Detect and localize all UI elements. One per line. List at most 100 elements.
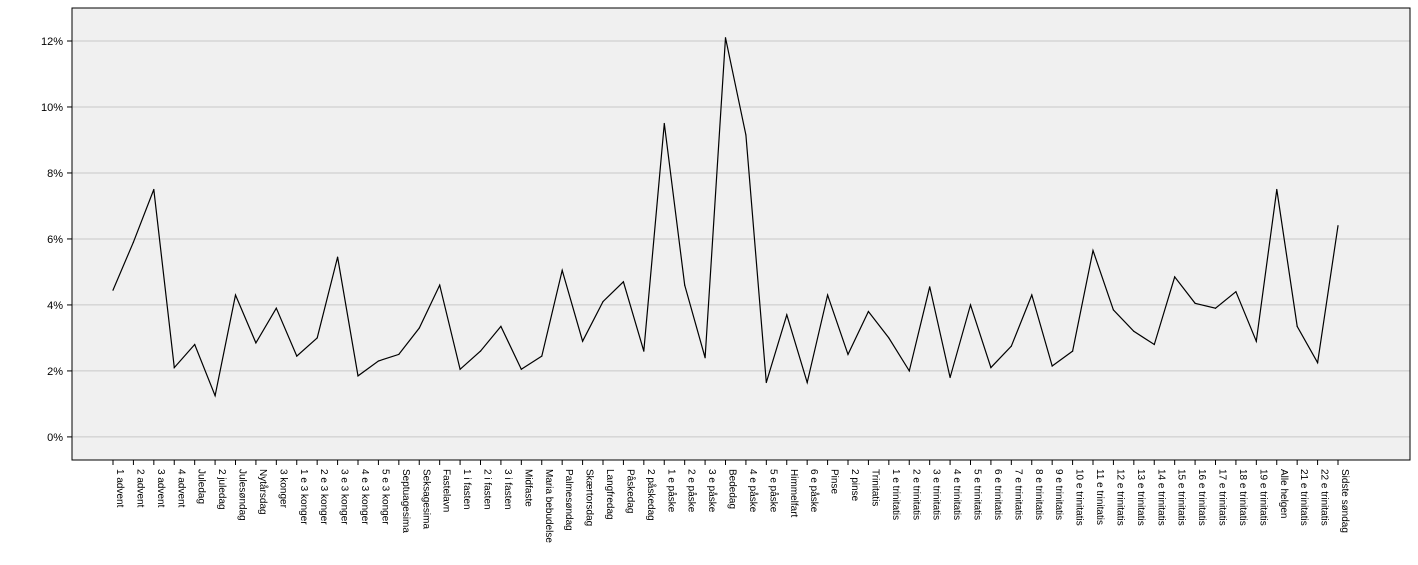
x-axis-ticks: 1 advent 2 advent 3 advent 4 advent Juledag 2… <box>112 460 1350 543</box>
y-tick-label: 2% <box>47 366 63 378</box>
data-point <box>1296 325 1298 327</box>
x-tick-label: Alle helgen <box>1278 469 1289 518</box>
x-tick-label: Palmesøndag <box>563 469 574 531</box>
x-tick-label: Langfredag <box>604 469 615 520</box>
data-point <box>398 353 400 356</box>
data-point <box>1010 345 1012 347</box>
data-point <box>1153 343 1155 346</box>
x-tick-label: 1 advent <box>114 469 125 508</box>
data-point <box>888 337 890 339</box>
data-point <box>908 370 910 372</box>
data-point <box>847 353 849 356</box>
data-point <box>806 381 808 384</box>
x-tick-label: Maria bebudelse <box>543 469 554 543</box>
x-tick-label: 2 e trinitatis <box>910 469 921 520</box>
data-point <box>1316 362 1319 364</box>
x-tick-label: 6 e påske <box>808 469 820 513</box>
data-point <box>153 188 155 191</box>
x-tick-label: 3 konger <box>277 469 288 509</box>
data-point <box>1092 249 1094 252</box>
x-tick-label: 4 e 3 konger <box>359 469 370 525</box>
y-tick-label: 0% <box>47 432 63 444</box>
x-tick-label: Pinse <box>829 469 840 494</box>
data-point <box>1255 340 1257 342</box>
data-point <box>786 314 788 316</box>
x-tick-label: 19 e trinitatis <box>1257 469 1268 526</box>
data-point <box>867 310 870 313</box>
data-point <box>765 381 767 384</box>
x-tick-label: 1 e påske <box>665 469 677 513</box>
x-tick-label: Påskedag <box>624 469 636 513</box>
x-tick-label: 6 e trinitatis <box>992 469 1003 520</box>
data-point <box>194 343 196 346</box>
x-tick-label: Juledag <box>196 469 207 504</box>
data-point <box>132 241 135 243</box>
x-tick-label: 3 e påske <box>706 469 718 513</box>
data-point <box>336 256 339 258</box>
x-tick-label: 7 e trinitatis <box>1012 469 1023 520</box>
x-tick-label: 9 e trinitatis <box>1053 469 1064 520</box>
x-tick-label: Nytårsdag <box>257 469 269 515</box>
grid-lines <box>72 40 1410 438</box>
x-tick-label: Julesøndag <box>237 469 248 521</box>
x-tick-label: 15 e trinitatis <box>1176 469 1187 526</box>
data-point <box>1051 365 1053 367</box>
x-tick-label: 1 i fasten <box>461 469 472 510</box>
plot-area <box>72 8 1410 460</box>
data-point <box>949 376 951 379</box>
y-tick-label: 12% <box>41 36 63 48</box>
x-tick-label: 2 i fasten <box>482 469 493 510</box>
data-point <box>296 355 298 357</box>
data-point <box>663 122 665 125</box>
x-tick-label: Bededag <box>727 469 738 509</box>
x-tick-label: 17 e trinitatis <box>1217 469 1228 526</box>
data-point <box>459 368 461 370</box>
x-tick-label: Midfaste <box>522 469 533 507</box>
x-tick-label: 13 e trinitatis <box>1135 469 1146 526</box>
x-tick-label: 1 e 3 konger <box>298 469 309 525</box>
x-tick-label: 4 e trinitatis <box>951 469 962 520</box>
data-point <box>439 284 441 286</box>
data-point <box>418 327 420 329</box>
y-tick-label: 8% <box>47 168 63 180</box>
y-tick-label: 6% <box>47 234 63 246</box>
x-tick-label: 11 e trinitatis <box>1094 469 1105 525</box>
data-point <box>745 134 747 136</box>
data-point <box>1031 294 1033 296</box>
x-tick-label: 10 e trinitatis <box>1074 469 1085 526</box>
x-tick-label: 1 e trinitatis <box>890 469 901 520</box>
data-point <box>541 355 543 357</box>
x-tick-label: Septuagesima <box>400 469 411 533</box>
x-tick-label: 3 e trinitatis <box>931 469 942 520</box>
x-tick-label: Seksagesima <box>420 469 431 529</box>
data-point <box>1194 302 1196 304</box>
data-point <box>275 307 277 309</box>
data-point <box>234 294 237 296</box>
x-tick-label: 8 e trinitatis <box>1033 469 1044 520</box>
x-tick-label: 4 advent <box>175 469 186 508</box>
x-tick-label: 3 e 3 konger <box>339 469 350 525</box>
y-axis-ticks: 0% 2% 4% 6% 8% 10% 12% <box>41 36 72 444</box>
x-tick-label: Trinitatis <box>869 469 880 506</box>
data-point <box>1276 188 1278 191</box>
x-tick-label: 4 e påske <box>747 469 759 513</box>
data-point <box>581 340 584 342</box>
x-tick-label: 21 e trinitatis <box>1298 469 1309 526</box>
y-tick-label: 10% <box>41 102 63 114</box>
data-point <box>990 367 992 369</box>
data-point <box>316 337 318 339</box>
x-tick-label: 2 påskedag <box>645 469 657 521</box>
x-tick-label: 14 e trinitatis <box>1155 469 1166 526</box>
data-point <box>1112 309 1115 311</box>
data-point <box>520 368 522 370</box>
data-point <box>377 360 380 362</box>
plot-frame <box>71 7 1411 461</box>
data-point <box>929 286 931 288</box>
data-point <box>622 281 625 283</box>
data-point <box>602 301 604 303</box>
x-tick-label: 5 e trinitatis <box>972 469 983 520</box>
data-point <box>1337 225 1339 227</box>
data-point <box>826 294 829 296</box>
x-tick-label: 2 e 3 konger <box>318 469 329 525</box>
x-tick-label: 5 e påske <box>767 469 779 513</box>
